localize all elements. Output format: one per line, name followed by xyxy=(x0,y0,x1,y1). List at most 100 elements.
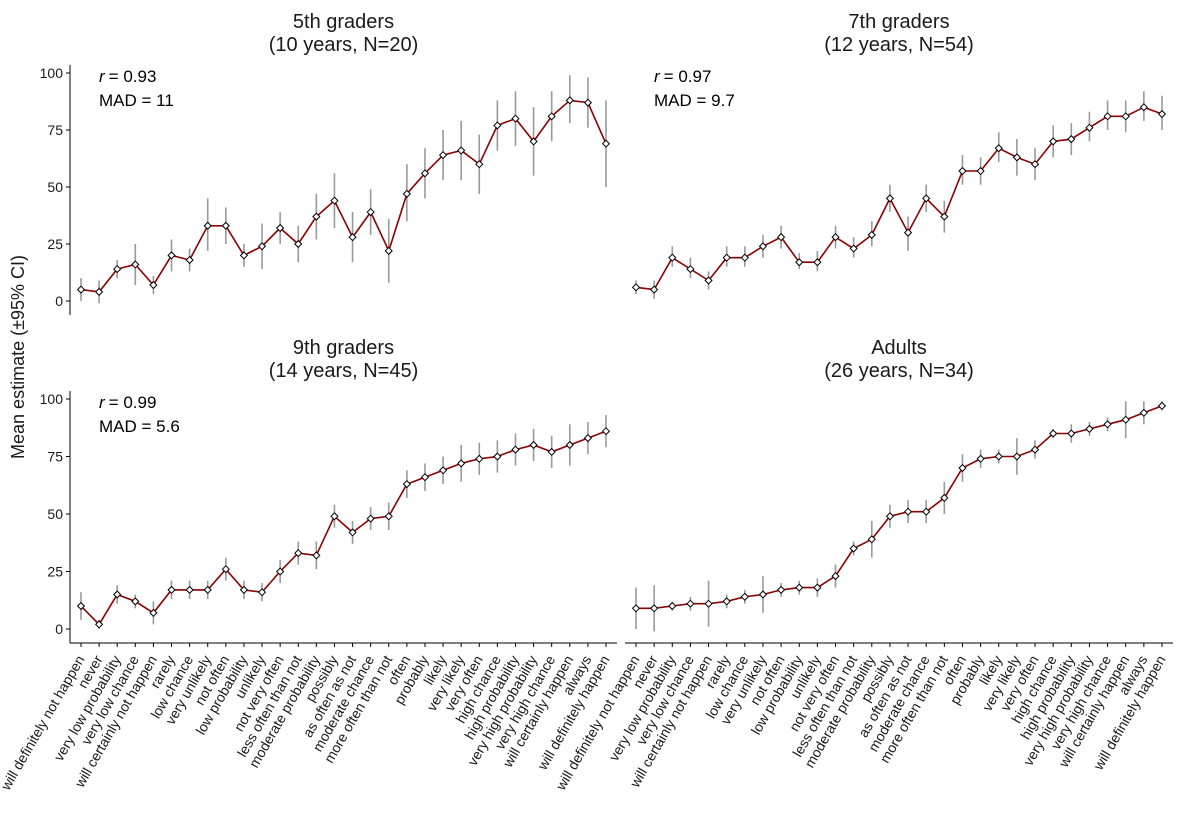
data-point xyxy=(650,604,659,613)
panel-title: 7th graders xyxy=(848,11,949,33)
r-value: = 0.99 xyxy=(109,393,157,412)
data-point xyxy=(94,287,104,296)
data-point xyxy=(149,608,158,618)
y-tick-label: 25 xyxy=(47,236,63,252)
data-point xyxy=(257,242,267,251)
data-point xyxy=(583,98,593,107)
data-point xyxy=(958,463,967,473)
data-point xyxy=(1139,408,1148,417)
data-point xyxy=(1067,135,1076,144)
r-symbol: r xyxy=(99,393,106,412)
r-value: = 0.93 xyxy=(109,67,157,86)
data-point xyxy=(185,585,194,595)
data-point xyxy=(1121,112,1130,121)
data-point xyxy=(722,597,731,606)
data-point xyxy=(457,146,466,155)
data-point xyxy=(1121,415,1130,424)
mad-annotation: MAD = 9.7 xyxy=(654,91,735,110)
data-point xyxy=(940,212,949,221)
data-point xyxy=(221,565,230,574)
panel-title: 5th graders xyxy=(293,11,394,33)
data-point xyxy=(76,601,86,611)
data-point xyxy=(529,440,538,450)
data-point xyxy=(475,160,484,169)
panel-title: Adults xyxy=(871,337,927,359)
panel-4: Adults(26 years, N=34)will definitely no… xyxy=(552,337,1173,793)
data-point xyxy=(1139,103,1148,112)
data-point xyxy=(1085,424,1094,434)
panel-title: 9th graders xyxy=(293,337,394,359)
data-point xyxy=(1049,429,1058,438)
data-point xyxy=(994,144,1003,153)
data-point xyxy=(1157,109,1167,119)
series-line xyxy=(80,99,607,293)
data-point xyxy=(348,528,357,537)
data-point xyxy=(94,620,104,629)
series-line xyxy=(80,430,607,626)
data-point xyxy=(831,233,840,242)
data-point xyxy=(631,283,641,292)
y-tick-label: 100 xyxy=(40,65,64,81)
panel-subtitle: (12 years, N=54) xyxy=(824,34,974,56)
data-point xyxy=(758,590,768,599)
y-tick-label: 25 xyxy=(47,564,63,580)
y-tick-label: 0 xyxy=(55,293,63,309)
data-point xyxy=(76,285,86,294)
data-point xyxy=(1030,160,1040,169)
mad-annotation: MAD = 5.6 xyxy=(99,417,180,436)
data-point xyxy=(958,166,967,176)
data-point xyxy=(631,604,641,613)
data-point xyxy=(1067,429,1076,438)
panel-subtitle: (14 years, N=45) xyxy=(269,360,419,382)
data-point xyxy=(849,544,858,553)
data-point xyxy=(438,466,448,475)
y-tick-label: 100 xyxy=(40,391,64,407)
data-point xyxy=(457,459,466,468)
data-point xyxy=(511,445,520,454)
panel-subtitle: (10 years, N=20) xyxy=(269,34,419,56)
data-point xyxy=(131,260,140,269)
r-annotation: r = 0.99 xyxy=(99,393,156,412)
data-point xyxy=(438,150,448,160)
data-point xyxy=(1049,137,1058,146)
data-point xyxy=(511,114,520,123)
data-point xyxy=(650,285,659,294)
data-point xyxy=(583,433,593,443)
data-point xyxy=(813,583,822,592)
data-point xyxy=(1157,401,1167,411)
data-point xyxy=(776,233,786,242)
data-point xyxy=(740,253,749,262)
data-point xyxy=(312,212,321,221)
y-tick-label: 50 xyxy=(47,179,63,195)
data-point xyxy=(849,244,858,253)
data-point xyxy=(601,427,611,436)
y-tick-label: 0 xyxy=(55,621,63,637)
data-point xyxy=(885,194,895,203)
r-annotation: r = 0.93 xyxy=(99,67,156,86)
data-point xyxy=(420,169,430,178)
data-point xyxy=(903,228,913,237)
r-symbol: r xyxy=(99,67,106,86)
y-axis-label: Mean estimate (±95% CI) xyxy=(8,255,28,459)
data-point xyxy=(867,535,876,544)
data-point xyxy=(276,223,285,233)
panel-2: 7th graders(12 years, N=54) r = 0.97 MAD = … xyxy=(631,11,1167,299)
data-point xyxy=(1103,420,1112,429)
r-value: = 0.97 xyxy=(664,67,712,86)
data-point xyxy=(976,454,985,463)
data-point xyxy=(795,583,804,592)
data-point xyxy=(686,264,695,274)
data-point xyxy=(330,196,339,205)
data-point xyxy=(903,507,913,516)
data-point xyxy=(758,242,768,251)
data-point xyxy=(475,454,484,463)
data-point xyxy=(384,246,393,255)
data-point xyxy=(384,512,393,521)
data-point xyxy=(493,452,502,461)
data-point xyxy=(221,221,230,230)
panel-subtitle: (26 years, N=34) xyxy=(824,360,974,382)
data-point xyxy=(704,276,713,285)
data-point xyxy=(294,239,303,249)
data-point xyxy=(776,585,786,595)
series-line xyxy=(635,106,1163,291)
